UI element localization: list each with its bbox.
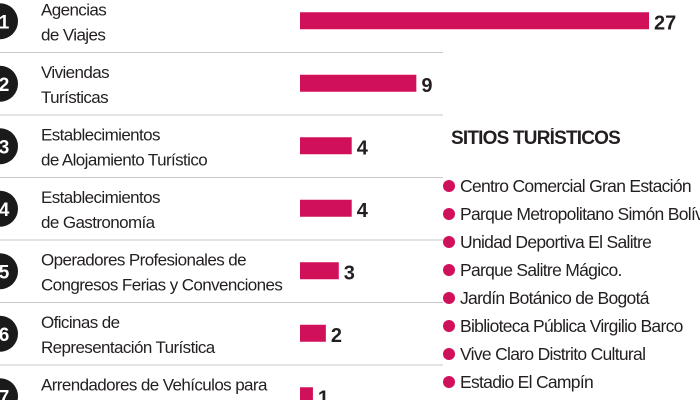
site-name: Jardín Botánico de Bogotá — [460, 287, 649, 308]
bullet-dot-icon — [443, 208, 455, 220]
rank-badge — [0, 253, 18, 290]
site-name: Vive Claro Distrito Cultural — [460, 343, 646, 364]
bullet-dot-icon — [443, 264, 455, 276]
rank-number: 2 — [0, 75, 9, 96]
category-label: Establecimientos — [41, 125, 160, 144]
bar — [300, 387, 313, 400]
rank-number: 1 — [0, 12, 10, 33]
category-label: Viviendas — [41, 63, 109, 82]
site-name: Unidad Deportiva El Salitre — [460, 231, 652, 252]
sites-list: Centro Comercial Gran Estación Parque Met… — [443, 172, 700, 396]
bullet-dot-icon — [443, 348, 455, 360]
rank-number: 6 — [0, 325, 9, 346]
category-label: Oficinas de — [41, 313, 120, 332]
rank-number: 4 — [0, 200, 10, 221]
rank-number: 5 — [0, 262, 10, 283]
bar — [300, 12, 649, 30]
rank-number: 7 — [0, 387, 9, 400]
rank-badge — [0, 190, 18, 227]
category-label: Operadores Profesionales de — [41, 250, 246, 269]
category-label: de Gastronomía — [41, 213, 156, 232]
bar-value-label: 3 — [344, 262, 355, 284]
site-name: Biblioteca Pública Virgilio Barco — [460, 315, 683, 336]
bar — [300, 74, 417, 92]
site-item: Unidad Deportiva El Salitre — [443, 228, 700, 256]
bar — [300, 137, 352, 155]
bar-value-label: 9 — [421, 75, 432, 97]
rank-badge — [0, 3, 18, 40]
site-item: Estadio El Campín — [443, 368, 700, 396]
rank-badge — [0, 378, 18, 400]
tourist-sites-panel: SITIOS TURÍSTICOS Centro Comercial Gran … — [443, 128, 700, 400]
category-label: Arrendadores de Vehículos para — [41, 375, 268, 394]
site-name: Parque Salitre Mágico. — [460, 259, 622, 280]
category-label: Congresos Ferias y Convenciones — [41, 275, 282, 294]
sites-title: SITIOS TURÍSTICOS — [451, 128, 621, 149]
site-item: Centro Comercial Gran Estación — [443, 172, 700, 200]
rank-number: 3 — [0, 137, 9, 158]
rank-badge — [0, 315, 18, 352]
category-label: Establecimientos — [41, 188, 160, 207]
category-label: de Alojamiento Turístico — [41, 150, 207, 169]
site-name: Parque Metropolitano Simón Bolívar — [460, 203, 700, 224]
bar-value-label: 4 — [357, 200, 369, 222]
bar — [300, 324, 326, 342]
bar-value-label: 2 — [331, 325, 342, 347]
site-item: Parque Metropolitano Simón Bolívar — [443, 200, 700, 228]
site-item: Vive Claro Distrito Cultural — [443, 340, 700, 368]
bullet-dot-icon — [443, 180, 455, 192]
rank-badge — [0, 65, 18, 102]
bar — [300, 262, 339, 280]
site-item: Biblioteca Pública Virgilio Barco — [443, 312, 700, 340]
bar-value-label: 27 — [654, 12, 676, 34]
bar-value-label: 4 — [357, 137, 369, 159]
category-label: Agencias — [41, 0, 106, 19]
bullet-dot-icon — [443, 236, 455, 248]
category-label: Representación Turística — [41, 338, 216, 357]
bullet-dot-icon — [443, 320, 455, 332]
bullet-dot-icon — [443, 292, 455, 304]
site-item: Jardín Botánico de Bogotá — [443, 284, 700, 312]
category-label: Turísticas — [41, 88, 108, 107]
category-label: de Viajes — [41, 25, 105, 44]
bar — [300, 199, 352, 217]
bar-value-label: 1 — [318, 387, 329, 400]
rank-badge — [0, 128, 18, 165]
site-name: Centro Comercial Gran Estación — [460, 175, 692, 196]
bullet-dot-icon — [443, 376, 455, 388]
site-name: Estadio El Campín — [460, 371, 594, 392]
site-item: Parque Salitre Mágico. — [443, 256, 700, 284]
